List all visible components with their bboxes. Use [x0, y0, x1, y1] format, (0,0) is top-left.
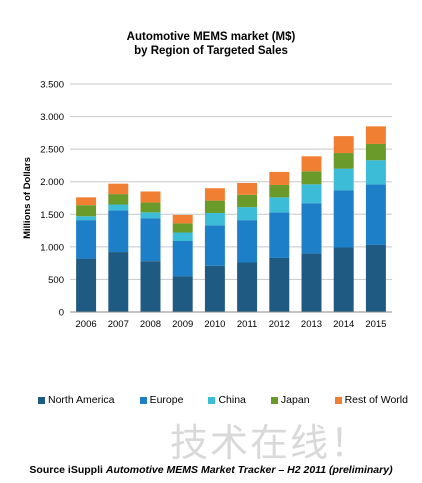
bar-segment — [76, 220, 97, 259]
x-tick-label: 2013 — [301, 319, 322, 330]
bar-segment — [237, 194, 258, 208]
bar-segment — [237, 220, 258, 263]
legend-swatch — [139, 396, 147, 404]
bar-segment — [333, 247, 354, 312]
watermark: 技术在线！ — [170, 421, 371, 465]
bar-segment — [172, 276, 193, 312]
bar-segment — [269, 197, 290, 213]
bar-segment — [365, 244, 386, 312]
bar-segment — [76, 216, 97, 221]
source-title: Automotive MEMS Market Tracker – H2 2011… — [105, 464, 393, 476]
bar-segment — [365, 143, 386, 161]
bar-segment — [172, 240, 193, 277]
bar-segment — [237, 207, 258, 221]
bar-segment — [108, 204, 129, 211]
legend-item: Rest of World — [334, 394, 408, 406]
bar-segment — [333, 190, 354, 248]
bar-segment — [76, 258, 97, 312]
bar-segment — [204, 265, 225, 312]
bar-segment — [204, 188, 225, 201]
bar-segment — [76, 197, 97, 206]
bar-segment — [365, 160, 386, 185]
bar-segment — [333, 153, 354, 169]
bar-segment — [301, 203, 322, 254]
bar-segment — [172, 232, 193, 241]
y-axis-label: Millions of Dollars — [22, 157, 33, 239]
chart-subtitle: by Region of Targeted Sales — [134, 45, 288, 57]
bar-segment — [140, 261, 161, 312]
legend-item: Japan — [270, 394, 310, 406]
y-tick-label: 2.000 — [40, 177, 64, 188]
chart-canvas: 0 500 1.000 1.500 2.000 2.500 3.000 3.500 Millio… — [22, 80, 392, 330]
y-tick-label: 0 — [59, 308, 64, 319]
x-tick-label: 2006 — [76, 319, 97, 330]
legend-label: China — [218, 394, 246, 406]
legend-label: Europe — [149, 394, 184, 406]
source-prefix: Source iSuppli — [29, 464, 106, 476]
x-tick-label: 2010 — [204, 319, 225, 330]
bar-segment — [140, 212, 161, 219]
bar-segment — [333, 168, 354, 191]
y-tick-label: 3.500 — [40, 80, 64, 91]
bar-segment — [76, 205, 97, 217]
bar-segment — [108, 194, 129, 205]
bar-segment — [140, 191, 161, 203]
legend-label: Japan — [280, 394, 310, 406]
y-tick-label: 3.000 — [40, 112, 64, 123]
bar-segment — [269, 257, 290, 312]
x-tick-label: 2008 — [140, 319, 161, 330]
bar-segment — [108, 252, 129, 312]
bar-segment — [204, 200, 225, 213]
bar-segment — [172, 223, 193, 233]
bar-segment — [301, 253, 322, 312]
legend-swatch — [334, 396, 342, 404]
bar-segment — [237, 262, 258, 312]
bar-segment — [237, 183, 258, 195]
x-tick-label: 2012 — [269, 319, 290, 330]
y-tick-label: 500 — [48, 275, 64, 286]
bar-segment — [301, 184, 322, 204]
legend-item: North America — [38, 394, 115, 406]
y-tick-label: 1.500 — [40, 210, 64, 221]
x-tick-label: 2011 — [237, 319, 257, 330]
bar-segment — [365, 184, 386, 245]
x-tick-label: 2015 — [365, 319, 386, 330]
bar-segment — [140, 218, 161, 262]
y-tick-label: 1.000 — [40, 242, 64, 253]
bar-segment — [301, 156, 322, 172]
bar-segment — [333, 136, 354, 154]
bar-segment — [204, 225, 225, 266]
bar-segment — [140, 202, 161, 213]
x-tick-label: 2007 — [108, 319, 129, 330]
legend-swatch — [270, 396, 278, 404]
x-tick-label: 2014 — [333, 319, 354, 330]
legend-label: Rest of World — [344, 394, 408, 406]
bar-segment — [108, 210, 129, 253]
bar-segment — [269, 171, 290, 185]
source-note: Source iSuppli Automotive MEMS Market Tr… — [0, 464, 422, 476]
bar-segment — [172, 214, 193, 224]
bar-segment — [108, 183, 129, 195]
y-tick-label: 2.500 — [40, 145, 64, 156]
legend-item: Europe — [139, 394, 184, 406]
x-tick-label: 2009 — [172, 319, 193, 330]
bar-segment — [365, 126, 386, 144]
legend-swatch — [208, 396, 216, 404]
chart-title: Automotive MEMS market (M$) — [126, 31, 296, 43]
legend-swatch — [38, 396, 45, 404]
bar-segment — [204, 212, 225, 226]
chart-legend: North America Europe China Japan Rest of Wor… — [38, 394, 408, 406]
bar-segment — [269, 212, 290, 258]
legend-label: North America — [48, 394, 115, 406]
legend-item: China — [208, 394, 246, 406]
bar-segment — [269, 184, 290, 198]
bar-segment — [301, 171, 322, 185]
